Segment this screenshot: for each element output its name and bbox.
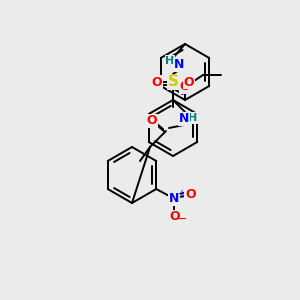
Text: O: O [180,80,190,94]
Text: O: O [185,188,196,200]
Text: N: N [174,58,184,71]
Text: H: H [165,56,175,66]
Text: N: N [169,193,179,206]
Text: +: + [177,189,185,199]
Text: S: S [167,74,178,89]
Text: O: O [152,76,162,88]
Text: O: O [169,211,180,224]
Text: N: N [179,112,189,125]
Text: O: O [147,115,157,128]
Text: H: H [188,113,198,123]
Text: O: O [184,76,194,88]
Text: −: − [177,212,188,226]
